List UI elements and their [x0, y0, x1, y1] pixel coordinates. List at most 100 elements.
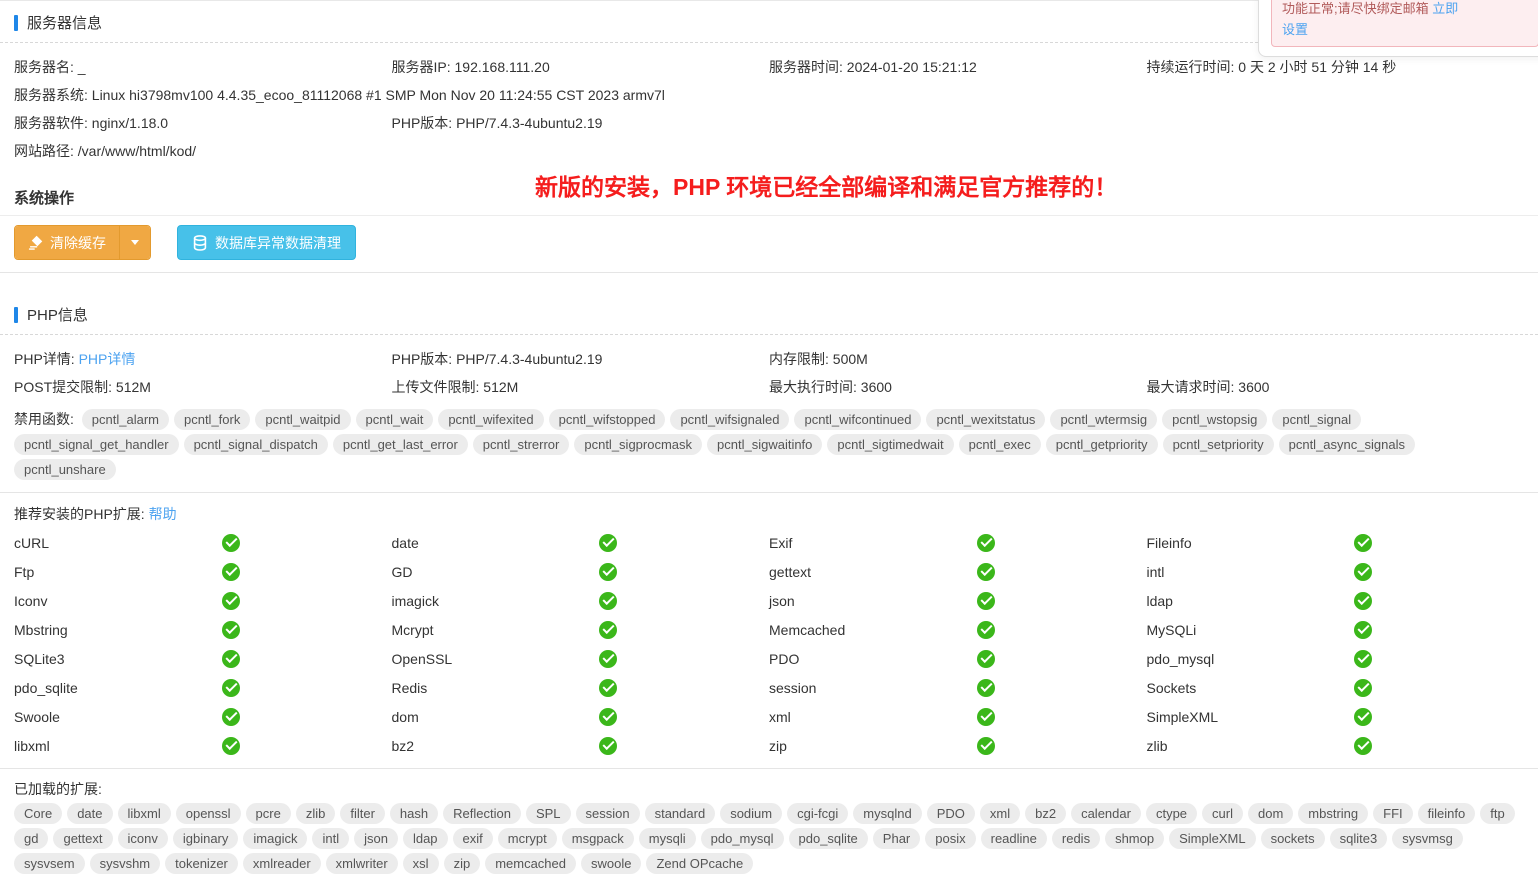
function-tag: pcntl_fork [173, 409, 251, 430]
php-detail-link[interactable]: PHP详情 [78, 351, 136, 367]
recommended-extensions-grid: cURL date Exif Fileinfo Ftp GD gettext [14, 528, 1524, 768]
check-icon [221, 591, 240, 610]
loaded-extensions-tags: Core date libxml openssl pcre zlib filter hash R… [14, 801, 1524, 876]
system-ops-buttons: 清除缓存 数据库异常数据清理 [14, 225, 1524, 272]
extension-tag: dom [1247, 803, 1294, 824]
extension-name: cURL [14, 534, 50, 551]
extension-name: zlib [1146, 737, 1168, 754]
extension-row: PDO [769, 644, 1147, 673]
extension-tag: xmlwriter [325, 853, 398, 874]
extension-name: json [769, 592, 795, 609]
extension-name: Ftp [14, 563, 35, 580]
extension-tag: intl [312, 828, 350, 849]
section-title-text: PHP信息 [27, 307, 88, 324]
extension-tag: sysvsem [14, 853, 85, 874]
function-tag: pcntl_signal_dispatch [183, 434, 328, 455]
extension-tag: xsl [402, 853, 439, 874]
field-server-name: 服务器名_ [14, 55, 392, 79]
extension-row: Swoole [14, 702, 392, 731]
function-tag: pcntl_alarm [81, 409, 169, 430]
annotation-text: 新版的安装，PHP 环境已经全部编译和满足官方推荐的！ [535, 174, 1118, 200]
extension-tag: zip [443, 853, 481, 874]
check-icon [1354, 678, 1373, 697]
extension-row: date [392, 528, 770, 557]
extension-row: MySQLi [1147, 615, 1525, 644]
function-tag: pcntl_wtermsig [1050, 409, 1158, 430]
extension-tag: memcached [485, 853, 576, 874]
field-max-exec-time: 最大执行时间3600 [769, 375, 1147, 399]
extension-row: Mbstring [14, 615, 392, 644]
function-tag: pcntl_wifstopped [548, 409, 666, 430]
extension-row: Fileinfo [1147, 528, 1525, 557]
function-tag: pcntl_sigwaitinfo [707, 434, 823, 455]
check-icon [976, 562, 995, 581]
section-accent-bar [14, 14, 18, 31]
extension-tag: json [354, 828, 398, 849]
extension-tag: Core [14, 803, 63, 824]
extension-name: MySQLi [1146, 621, 1197, 638]
help-link[interactable]: 帮助 [148, 506, 177, 522]
extension-tag: fileinfo [1417, 803, 1476, 824]
extension-tag: Reflection [443, 803, 521, 824]
field-memory-limit: 内存限制500M [769, 347, 1524, 371]
extension-name: Fileinfo [1146, 534, 1192, 551]
extension-tag: exif [452, 828, 493, 849]
extension-tag: pcre [245, 803, 291, 824]
extension-name: SimpleXML [1146, 708, 1219, 725]
extension-tag: pdo_sqlite [788, 828, 868, 849]
php-info-grid: PHP详情PHP详情 PHP版本PHP/7.4.3-4ubuntu2.19 内存… [14, 347, 1524, 399]
field-max-request-time: 最大请求时间3600 [1147, 375, 1525, 399]
field-php-version: PHP版本PHP/7.4.3-4ubuntu2.19 [392, 111, 1525, 135]
extension-name: bz2 [391, 737, 415, 754]
function-tag: pcntl_signal_get_handler [14, 434, 179, 455]
notice-link-inline[interactable]: 立即 [1432, 1, 1459, 16]
field-server-system: 服务器系统Linux hi3798mv100 4.4.35_ecoo_81112… [14, 83, 1524, 107]
check-icon [1354, 591, 1373, 610]
clear-cache-dropdown-button[interactable] [119, 226, 150, 259]
notice-message: 功能正常;请尽快绑定邮箱 [1282, 1, 1433, 16]
extension-name: xml [769, 708, 791, 725]
check-icon [599, 562, 618, 581]
check-icon [1354, 649, 1373, 668]
extension-tag: sqlite3 [1329, 828, 1388, 849]
extension-tag: shmop [1105, 828, 1165, 849]
extension-name: PDO [769, 650, 800, 667]
check-icon [976, 736, 995, 755]
extension-row: SimpleXML [1147, 702, 1525, 731]
field-server-software: 服务器软件nginx/1.18.0 [14, 111, 392, 135]
check-icon [1354, 620, 1373, 639]
server-info-grid: 服务器名_ 服务器IP192.168.111.20 服务器时间2024-01-2… [14, 55, 1524, 163]
extension-name: date [391, 534, 419, 551]
extension-tag: msgpack [561, 828, 634, 849]
section-divider [0, 272, 1538, 273]
extension-tag: SPL [525, 803, 571, 824]
extension-tag: sysvshm [89, 853, 161, 874]
extension-tag: hash [389, 803, 439, 824]
extension-tag: FFI [1373, 803, 1413, 824]
section-accent-bar [14, 306, 18, 323]
extension-name: pdo_sqlite [14, 679, 78, 696]
clear-cache-button[interactable]: 清除缓存 [15, 226, 119, 259]
function-tag: pcntl_wstopsig [1162, 409, 1268, 430]
extension-row: zlib [1147, 731, 1525, 760]
extension-tag: ctype [1145, 803, 1198, 824]
check-icon [221, 736, 240, 755]
field-post-limit: POST提交限制512M [14, 375, 392, 399]
extension-row: Iconv [14, 586, 392, 615]
settings-link[interactable]: 设置 [1282, 22, 1309, 37]
db-clean-button[interactable]: 数据库异常数据清理 [177, 225, 356, 260]
function-tag: pcntl_sigprocmask [574, 434, 703, 455]
function-tag: pcntl_wifsignaled [670, 409, 790, 430]
extension-tag: readline [980, 828, 1047, 849]
extension-tag: xmlreader [242, 853, 321, 874]
check-icon [1354, 736, 1373, 755]
extension-row: xml [769, 702, 1147, 731]
notification-popup: 功能正常;请尽快绑定邮箱 立即 设置 [1258, 0, 1538, 57]
extension-row: json [769, 586, 1147, 615]
disabled-functions-label: 禁用函数 [14, 411, 78, 427]
check-icon [1354, 533, 1373, 552]
extension-tag: ftp [1480, 803, 1515, 824]
function-tag: pcntl_setpriority [1162, 434, 1274, 455]
extension-name: Mcrypt [391, 621, 434, 638]
field-upload-limit: 上传文件限制512M [392, 375, 770, 399]
